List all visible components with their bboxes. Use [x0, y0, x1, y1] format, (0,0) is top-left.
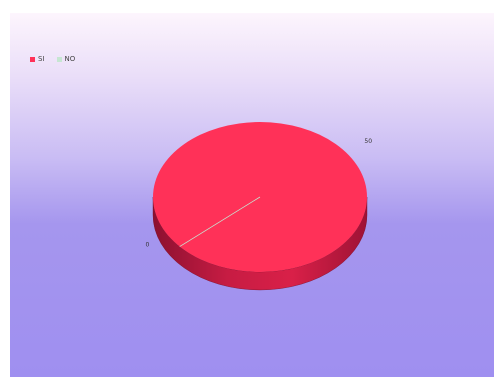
data-label-si: 50 — [364, 138, 372, 145]
legend-label-si: SI — [38, 55, 45, 63]
legend-swatch-si — [30, 56, 35, 62]
pie-slice-no[interactable] — [179, 196, 261, 247]
legend-swatch-no — [56, 56, 62, 62]
legend-item-si[interactable]: SI — [30, 55, 45, 63]
data-label-no: 0 — [145, 242, 149, 249]
legend: SI NO — [30, 55, 87, 63]
legend-item-no[interactable]: NO — [56, 55, 76, 63]
legend-label-no: NO — [64, 55, 76, 63]
